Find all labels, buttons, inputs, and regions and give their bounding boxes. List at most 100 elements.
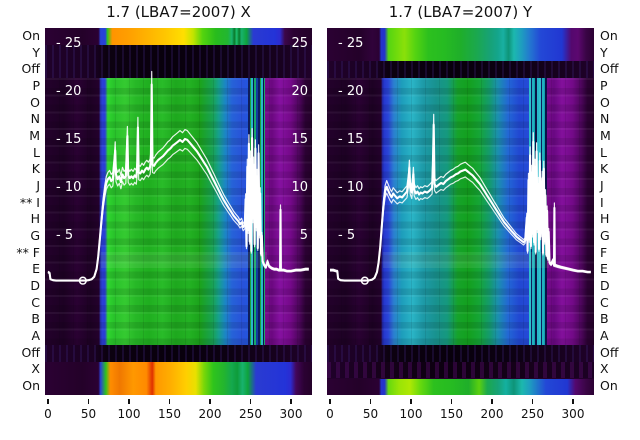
xtick-mark-300 [572,399,574,404]
xtick-label-250: 250 [521,407,544,421]
row-label-right-on-0: On [600,28,618,43]
row-label-left-d-15: D [30,278,40,294]
row-label-left-p-3: P [32,78,40,94]
row-label-left-on-0: On [22,28,40,43]
row-label-right-c-16: C [600,294,609,310]
xtick-mark-200 [491,399,493,404]
cal-on-band-top [45,28,312,45]
ytick-right-25: 25 [291,36,308,52]
row-label-left-h-11: H [30,211,40,227]
off-band-bottom [45,345,312,362]
row-label-right-x-20: X [600,361,609,377]
xtick-mark-250 [249,399,252,404]
xtick-mark-50 [369,399,372,404]
xtick-label-200: 200 [198,407,222,421]
row-label-left-b-17: B [31,311,40,327]
row-label-left-l-7: L [33,144,40,160]
cal-on-band-bottom [327,378,594,395]
off-band-top [45,44,312,79]
row-label-left-on-21: On [22,378,40,394]
row-label-left-f-13: ** F [16,244,40,260]
xtick-label-200: 200 [480,407,504,421]
row-label-right-n-5: N [600,111,610,127]
xtick-label-300: 300 [279,407,303,421]
cal-on-band-top [327,28,594,62]
xtick-mark-150 [450,399,453,404]
off-band-bottom [327,345,594,362]
xtick-label-0: 0 [44,407,52,421]
xtick-label-150: 150 [158,407,181,421]
xtick-mark-100 [410,399,412,404]
cal-on-band-bottom [45,361,312,395]
ytick-left-10: - 10 [56,179,82,195]
row-label-left-x-20: X [31,361,40,377]
row-label-right-i-10: I [600,194,604,210]
row-label-left-k-8: K [31,161,40,177]
ytick-left-15: - 15 [338,131,364,147]
xtick-mark-250 [531,399,534,404]
panel-title-y: 1.7 (LBA7=2007) Y [388,3,533,21]
heatmap-panel-y: - 25 - 20 - 15 - 10 - 5 [327,28,594,395]
xtick-label-150: 150 [440,407,463,421]
row-label-left-y-1: Y [32,44,40,60]
trace-path [330,123,591,282]
xtick-label-250: 250 [239,407,262,421]
row-label-left-off-2: Off [21,61,40,77]
xtick-mark-300 [290,399,292,404]
xtick-mark-50 [87,399,90,404]
ytick-right-10: 10 [291,179,308,195]
ytick-left-20: - 20 [338,84,364,100]
ytick-left-10: - 10 [338,179,364,195]
off-band-top [327,61,594,79]
xtick-mark-0 [329,399,331,404]
row-label-right-h-11: H [600,211,610,227]
xtick-label-0: 0 [326,407,334,421]
row-label-left-m-6: M [29,128,40,144]
row-label-left-e-14: E [32,261,40,277]
ytick-left-20: - 20 [56,84,82,100]
row-label-right-off-19: Off [600,344,619,360]
row-label-right-y-1: Y [600,44,608,60]
row-label-right-p-3: P [600,78,608,94]
row-label-left-j-9: J [36,178,40,194]
xtick-label-100: 100 [117,407,141,421]
trace-path [330,134,591,282]
xtick-label-300: 300 [561,407,585,421]
row-label-right-l-7: L [600,144,607,160]
ytick-left-5: - 5 [338,227,356,243]
row-label-left-o-4: O [30,94,40,110]
ytick-left-25: - 25 [338,36,364,52]
ytick-right-20: 20 [291,84,308,100]
row-label-right-on-21: On [600,378,618,394]
trace-path [47,96,309,282]
trace-path [47,70,309,281]
row-label-right-d-15: D [600,278,610,294]
row-labels-left: On Y Off P O N M L K J ** I H G ** F E D C B A Off X On [0,28,40,395]
xtick-mark-100 [128,399,130,404]
trace-overlay-x [47,70,309,285]
row-highlight [383,252,549,269]
ytick-left-25: - 25 [56,36,82,52]
ytick-right-15: 15 [291,131,308,147]
row-label-left-n-5: N [30,111,40,127]
row-label-right-g-12: G [600,228,610,244]
row-label-right-m-6: M [600,128,611,144]
xtick-mark-0 [47,399,49,404]
panel-title-x: 1.7 (LBA7=2007) X [106,3,251,21]
x-band-dark [327,361,594,379]
ytick-left-5: - 5 [56,227,74,243]
xtick-mark-150 [168,399,171,404]
ytick-right-5: 5 [299,227,308,243]
x-axis-left-panel: 0 50 100 150 200 250 300 [44,395,312,440]
start-marker-circle [78,276,87,285]
row-highlight [101,252,267,269]
xtick-mark-200 [209,399,211,404]
heatmap-panel-x: - 25 25 - 20 20 - 15 15 - 10 10 - 5 5 [45,28,312,395]
row-label-left-a-18: A [31,328,40,344]
xtick-label-50: 50 [80,407,97,421]
row-label-right-a-18: A [600,328,609,344]
row-label-right-off-2: Off [600,61,619,77]
start-marker-circle [360,276,369,285]
row-label-left-c-16: C [31,294,40,310]
